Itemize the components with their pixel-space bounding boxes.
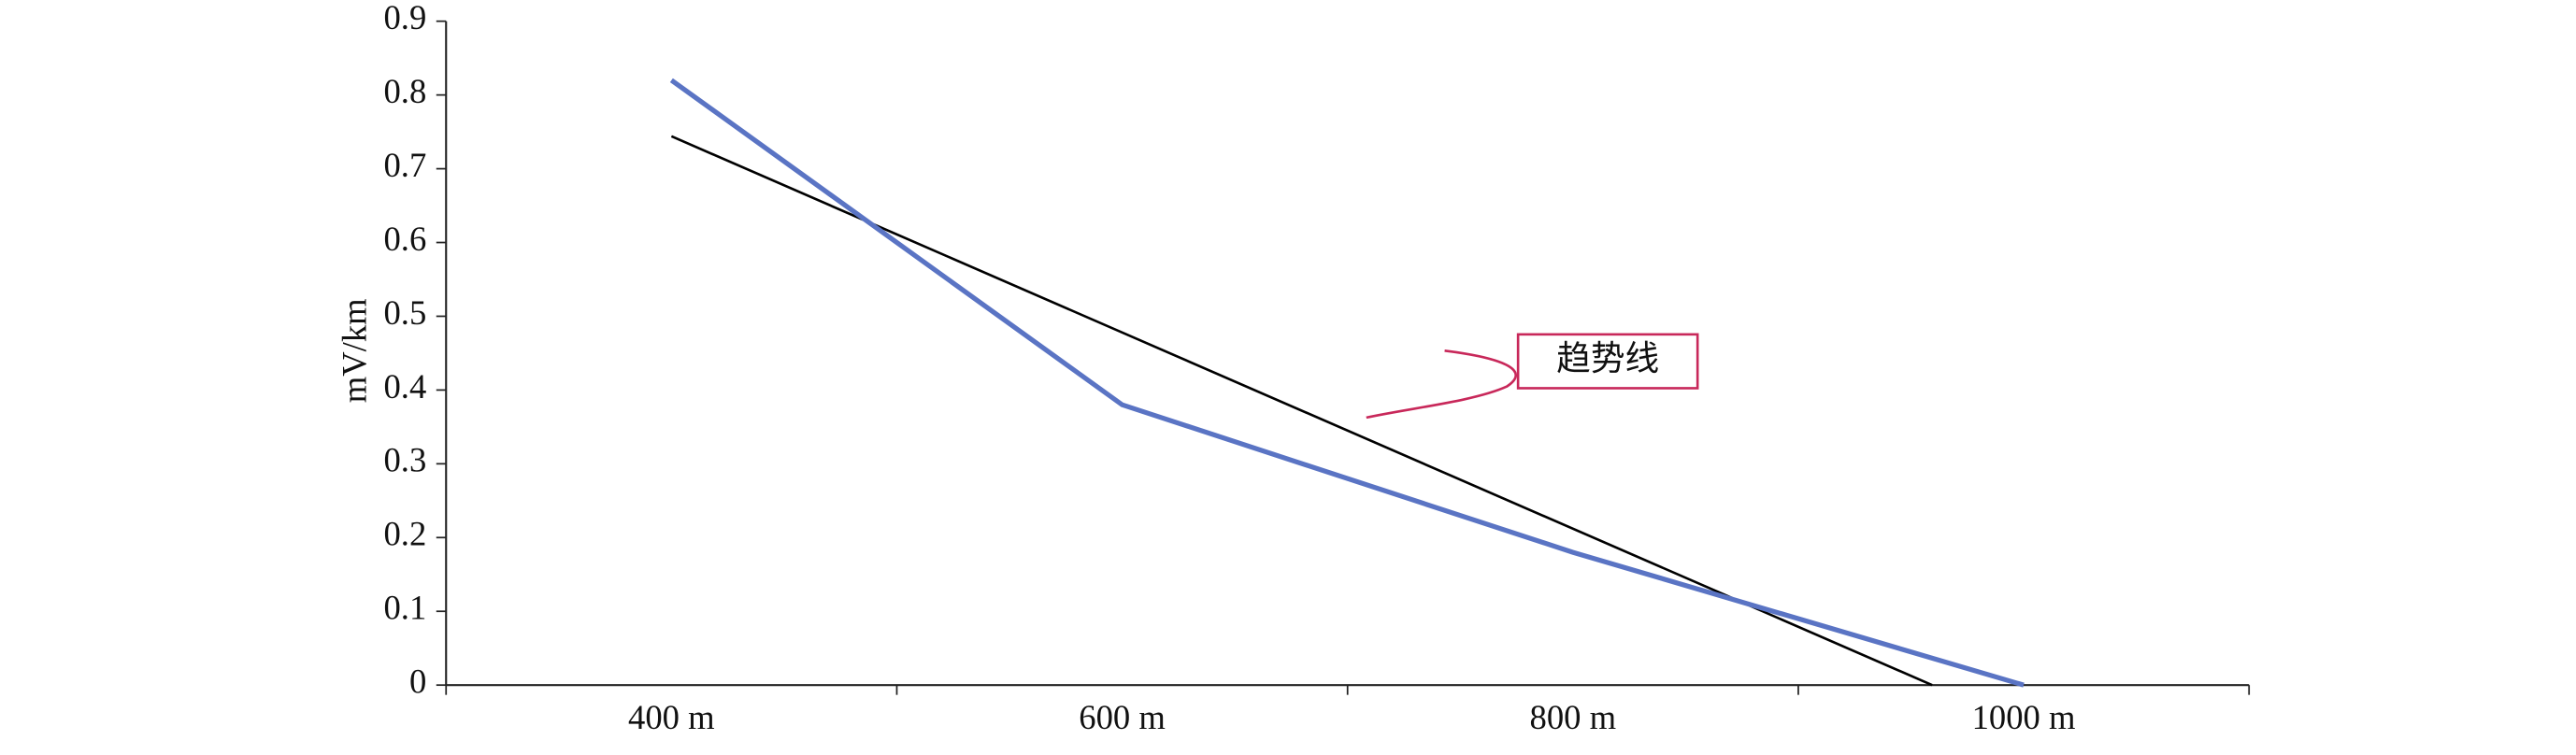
y-tick-label: 0.6: [383, 220, 426, 258]
y-tick-label: 0.3: [383, 441, 426, 479]
y-tick-label: 0: [409, 662, 426, 701]
y-tick-label: 0.9: [383, 0, 426, 36]
y-tick-label: 0.1: [383, 589, 426, 627]
y-tick-label: 0.8: [383, 72, 426, 110]
x-tick-label: 600 m: [1079, 698, 1166, 736]
trend-line: [670, 135, 1933, 687]
annotation-text: 趋势线: [1556, 339, 1659, 378]
y-tick-label: 0.7: [383, 146, 426, 184]
annotation-box: [1516, 333, 1699, 390]
data-line: [669, 78, 2025, 688]
y-tick-label: 0.2: [383, 515, 426, 553]
x-tick-label: 800 m: [1530, 698, 1617, 736]
x-tick-label: 400 m: [628, 698, 715, 736]
x-tick-label: 1000 m: [1972, 698, 2076, 736]
y-tick-label: 0.5: [383, 293, 426, 332]
annotation-callout: [1366, 349, 1517, 420]
y-tick-label: 0.4: [383, 367, 426, 406]
y-axis-label: mV/km: [335, 298, 373, 403]
